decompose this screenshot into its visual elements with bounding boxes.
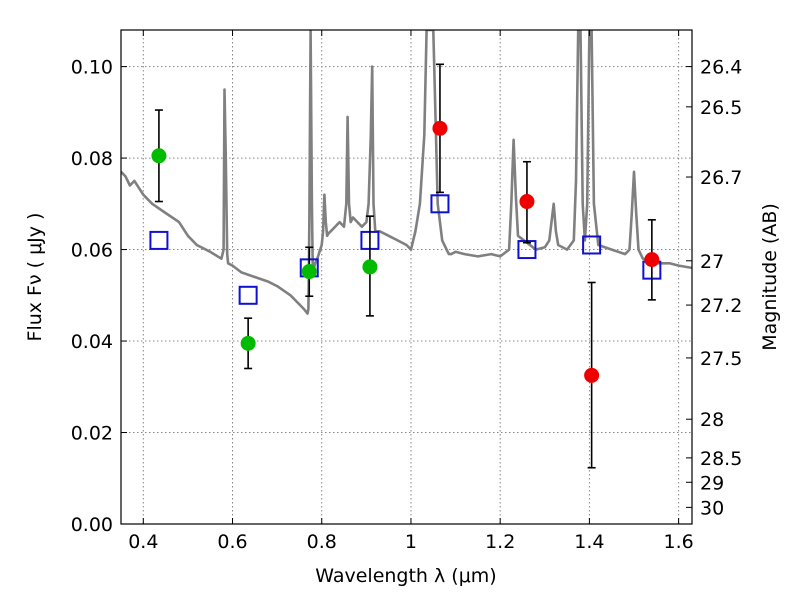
plot-frame — [120, 29, 693, 525]
y2-tick-label: 28 — [700, 409, 724, 431]
red-data-point — [432, 120, 448, 136]
y2-tick-label: 26.4 — [700, 57, 742, 79]
x-tick-label: 1.4 — [574, 531, 604, 553]
green-data-point — [301, 264, 317, 280]
red-data-point — [519, 194, 535, 210]
y-tick-label: 0.00 — [71, 514, 113, 536]
green-data-point — [362, 259, 378, 275]
y2-tick-label: 27.5 — [700, 348, 742, 370]
plot-background — [121, 30, 692, 524]
tick-labels: 0.4 0.6 0.8 1 1.2 1.4 1.6 0.00 0.02 0.04 0.06 0.08 0… — [71, 57, 743, 553]
y-tick-label: 0.04 — [71, 331, 113, 353]
green-data-point — [151, 148, 167, 164]
model-photometry-point — [238, 285, 258, 305]
red-data-point — [584, 367, 600, 383]
x-tick-label: 1 — [405, 531, 417, 553]
y2-tick-label: 27 — [700, 251, 724, 273]
model-photometry-point — [582, 235, 602, 255]
plot-area — [121, 30, 692, 469]
model-photometry-point — [149, 230, 169, 250]
y2-tick-label: 29 — [700, 472, 724, 494]
y2-tick-label: 28.5 — [700, 448, 742, 470]
y2-tick-label: 26.7 — [700, 167, 742, 189]
y-tick-label: 0.02 — [71, 423, 113, 445]
model-spectrum-line — [121, 30, 692, 315]
y-tick-label: 0.10 — [71, 57, 113, 79]
x-tick-label: 1.2 — [485, 531, 515, 553]
y2-tick-label: 30 — [700, 497, 724, 519]
x-tick-label: 0.8 — [307, 531, 337, 553]
x-axis-title: Wavelength λ (μm) — [315, 565, 496, 587]
red-data-point — [644, 252, 660, 268]
y-tick-label: 0.08 — [71, 148, 113, 170]
y2-axis-title: Magnitude (AB) — [759, 203, 781, 351]
y-axis-title: Flux Fν ( μJy ) — [24, 213, 46, 342]
model-photometry-point — [430, 194, 450, 214]
y2-tick-label: 27.2 — [700, 295, 742, 317]
y2-tick-label: 26.5 — [700, 97, 742, 119]
x-tick-label: 0.6 — [217, 531, 247, 553]
x-tick-label: 1.6 — [664, 531, 694, 553]
green-data-point — [240, 335, 256, 351]
x-tick-label: 0.4 — [128, 531, 158, 553]
y-tick-label: 0.06 — [71, 240, 113, 262]
ticks — [121, 30, 692, 525]
